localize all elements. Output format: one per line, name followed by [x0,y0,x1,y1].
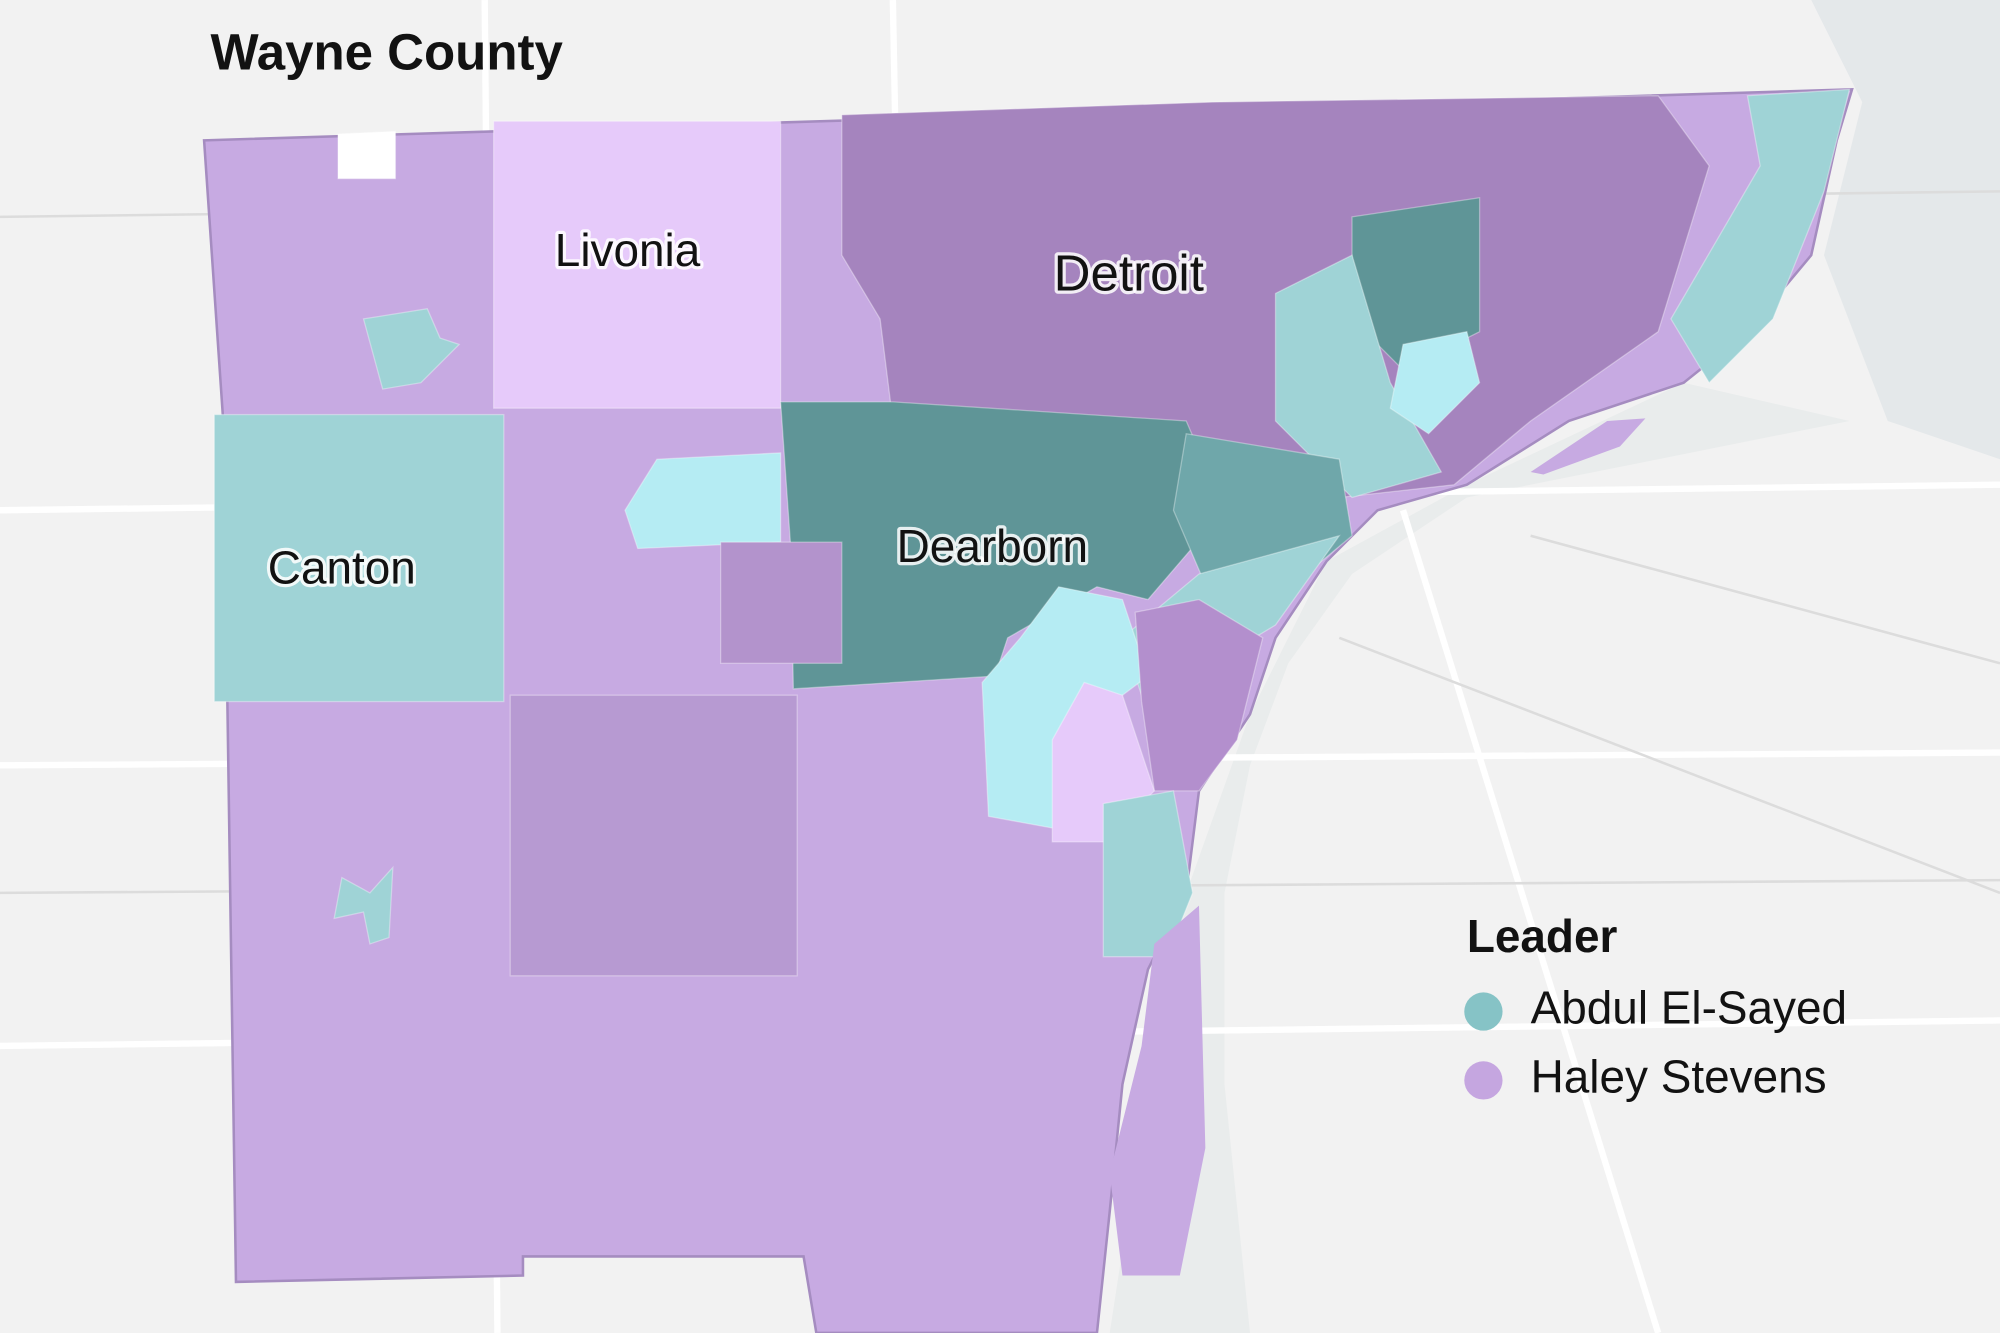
legend-swatch [1464,992,1503,1031]
legend-swatch [1464,1061,1503,1100]
legend-label: Abdul El-Sayed [1531,982,1847,1034]
precinct [1670,88,1851,384]
lake [1811,0,2000,460]
island [1530,418,1646,475]
place-label: Canton [268,542,416,594]
place-label: Livonia [555,224,701,276]
precinct [1274,254,1443,499]
precinct [509,694,798,977]
precinct [492,120,782,409]
gap [337,130,397,180]
legend-title: Leader [1467,910,1618,962]
county-areas [202,88,1854,1333]
precinct [720,541,843,664]
place-label: Detroit [1054,244,1204,301]
precinct [1389,330,1481,435]
legend: Leader Abdul El-Sayed Haley Stevens [1464,910,1847,1103]
precinct [213,413,505,703]
precinct [333,865,394,945]
precinct [1134,598,1264,792]
legend-label: Haley Stevens [1531,1051,1827,1103]
precinct [362,308,461,390]
precinct [624,452,782,550]
island [1109,905,1206,1276]
map-title: Wayne County [210,24,563,81]
place-label: Dearborn [897,520,1088,572]
